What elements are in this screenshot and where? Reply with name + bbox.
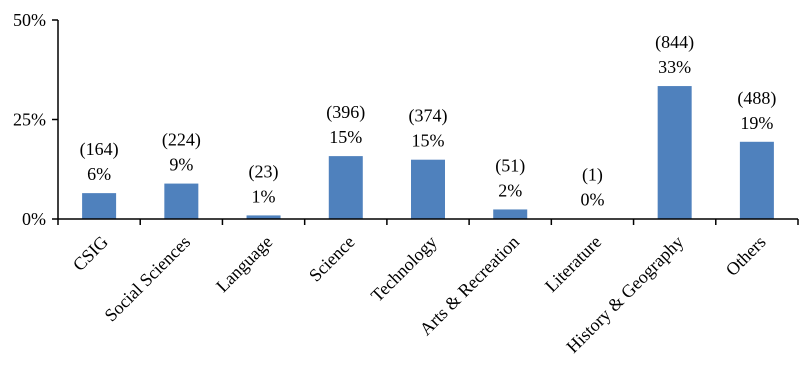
bar-1: [164, 183, 199, 219]
bar-8: [739, 141, 774, 219]
category-label-6: Literature: [541, 232, 605, 296]
bar-3: [328, 156, 363, 219]
count-label-8: (488): [737, 88, 776, 109]
percent-label-6: 0%: [580, 190, 604, 210]
percent-label-3: 15%: [329, 127, 362, 147]
count-label-5: (51): [495, 155, 525, 176]
bars-layer: [82, 86, 774, 220]
percent-label-7: 33%: [658, 57, 691, 77]
percent-label-8: 19%: [740, 113, 773, 133]
count-label-7: (844): [655, 32, 694, 53]
percent-label-4: 15%: [412, 131, 445, 151]
category-label-8: Others: [722, 232, 770, 280]
percent-label-5: 2%: [498, 180, 522, 200]
y-tick-label-1: 25%: [13, 110, 46, 130]
count-label-4: (374): [409, 106, 448, 127]
percent-label-1: 9%: [169, 155, 193, 175]
category-label-0: CSIG: [69, 232, 112, 275]
data-labels: (164) 6% (224) 9% (23) 1% (396) 15% (374) 15% (51)…: [80, 32, 777, 210]
count-label-1: (224): [162, 130, 201, 151]
bar-4: [411, 159, 445, 219]
category-label-1: Social Sciences: [100, 232, 194, 326]
count-label-3: (396): [326, 102, 365, 123]
bar-5: [493, 209, 528, 219]
y-tick-label-0: 0%: [22, 209, 46, 229]
count-label-6: (1): [582, 165, 603, 186]
category-label-3: Science: [305, 232, 359, 286]
axes: 0% 25% 50%: [13, 10, 799, 229]
count-label-2: (23): [249, 161, 279, 182]
percent-label-0: 6%: [87, 164, 111, 184]
y-tick-label-2: 50%: [13, 10, 46, 30]
category-label-2: Language: [212, 232, 276, 296]
bar-7: [657, 86, 692, 220]
category-label-4: Technology: [367, 232, 441, 306]
bar-2: [246, 215, 281, 219]
percent-label-2: 1%: [252, 186, 276, 206]
count-label-0: (164): [80, 139, 119, 160]
bar-0: [82, 193, 117, 219]
